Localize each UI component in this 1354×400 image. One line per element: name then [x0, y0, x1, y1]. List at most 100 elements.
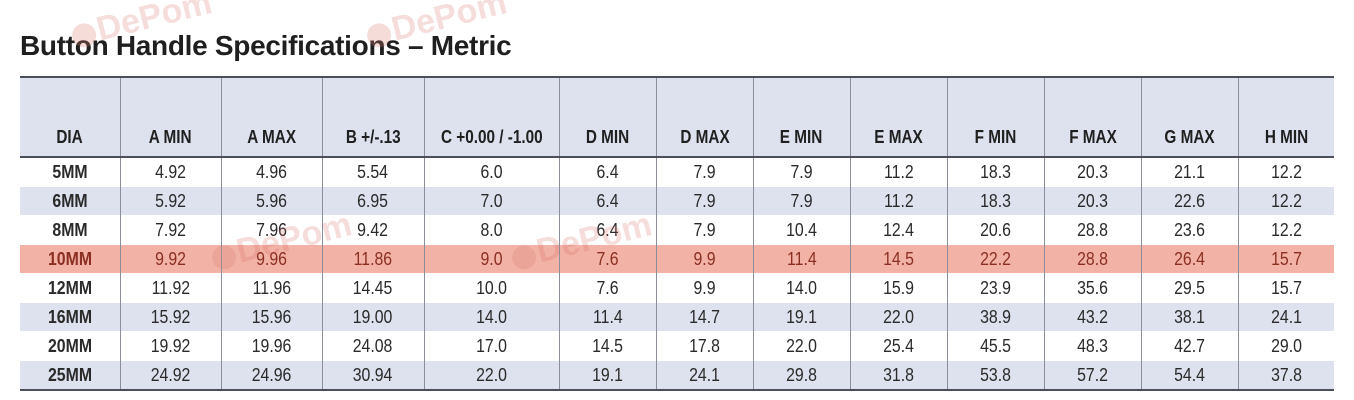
table-cell: 22.6 — [1140, 186, 1238, 216]
table-cell: 25.4 — [849, 331, 947, 361]
table-cell: 7.96 — [220, 215, 322, 245]
cell-value: 14.0 — [786, 277, 817, 298]
table-cell: 38.9 — [946, 302, 1044, 332]
cell-value: 10MM — [47, 248, 92, 269]
cell-value: 12MM — [47, 277, 92, 298]
table-cell: 19.1 — [558, 360, 656, 390]
table-row: 5MM 4.92 4.96 5.54 6.0 6.4 7.9 7.9 11.2 18.3 20.3 2… — [20, 156, 1334, 187]
cell-value: 11.86 — [353, 248, 393, 269]
cell-value: 7.92 — [155, 219, 186, 240]
cell-value: 15.96 — [251, 306, 292, 327]
column-header-label: E MAX — [874, 127, 923, 147]
cell-value: 24.08 — [353, 335, 393, 356]
table-cell: 11.2 — [849, 156, 947, 187]
diameter-cell: 5MM — [20, 156, 120, 187]
cell-value: 19.96 — [251, 335, 292, 356]
cell-value: 53.8 — [980, 364, 1011, 385]
cell-value: 20.6 — [980, 219, 1011, 240]
table-cell: 5.96 — [220, 186, 322, 216]
cell-value: 37.8 — [1270, 364, 1302, 385]
cell-value: 22.6 — [1174, 190, 1205, 211]
table-header-row: DIA A MIN A MAX B +/-.13 C +0.00 / -1.00 D MI… — [20, 77, 1334, 158]
cell-value: 24.1 — [1270, 306, 1302, 327]
table-cell: 24.1 — [655, 360, 753, 390]
column-header: F MAX — [1043, 77, 1141, 158]
cell-value: 12.2 — [1270, 190, 1302, 211]
cell-value: 18.3 — [980, 161, 1011, 182]
cell-value: 42.7 — [1174, 335, 1205, 356]
cell-value: 14.7 — [689, 306, 720, 327]
column-header-label: G MAX — [1164, 127, 1215, 147]
cell-value: 9.9 — [693, 277, 716, 298]
table-cell: 19.92 — [119, 331, 221, 361]
table-cell: 15.96 — [220, 302, 322, 332]
cell-value: 9.96 — [256, 248, 287, 269]
cell-value: 14.5 — [592, 335, 623, 356]
table-cell: 9.9 — [655, 273, 753, 303]
cell-value: 7.6 — [596, 248, 619, 269]
table-cell: 10.4 — [752, 215, 850, 245]
table-cell: 7.6 — [558, 273, 656, 303]
column-header-label: C +0.00 / -1.00 — [440, 127, 543, 147]
table-cell: 11.96 — [220, 273, 322, 303]
cell-value: 54.4 — [1174, 364, 1205, 385]
cell-value: 22.0 — [883, 306, 914, 327]
cell-value: 9.92 — [155, 248, 186, 269]
table-cell: 11.2 — [849, 186, 947, 216]
column-header: G MAX — [1140, 77, 1238, 158]
cell-value: 23.6 — [1174, 219, 1205, 240]
cell-value: 19.1 — [592, 364, 623, 385]
table-cell: 53.8 — [946, 360, 1044, 390]
cell-value: 6MM — [52, 190, 88, 211]
cell-value: 29.0 — [1270, 335, 1302, 356]
page-title: Button Handle Specifications – Metric — [20, 30, 512, 61]
table-row: 6MM 5.92 5.96 6.95 7.0 6.4 7.9 7.9 11.2 18.3 20.3 2… — [20, 186, 1334, 216]
table-cell: 24.96 — [220, 360, 322, 390]
table-cell: 18.3 — [946, 186, 1044, 216]
table-cell: 9.9 — [655, 244, 753, 274]
cell-value: 25.4 — [883, 335, 914, 356]
cell-value: 7.9 — [790, 190, 813, 211]
cell-value: 12.2 — [1270, 161, 1302, 182]
cell-value: 6.95 — [357, 190, 389, 211]
table-cell: 4.92 — [119, 156, 221, 187]
column-header-label: A MIN — [149, 127, 192, 147]
table-cell: 15.9 — [849, 273, 947, 303]
table-cell: 24.1 — [1237, 302, 1334, 332]
table-row: 8MM 7.92 7.96 9.42 8.0 6.4 7.9 10.4 12.4 20.6 28.8… — [20, 215, 1334, 245]
column-header-label: D MAX — [679, 127, 730, 147]
table-cell: 29.5 — [1140, 273, 1238, 303]
table-cell: 5.92 — [119, 186, 221, 216]
column-header-label: A MAX — [247, 127, 296, 147]
cell-value: 29.8 — [786, 364, 817, 385]
cell-value: 17.0 — [476, 335, 507, 356]
table-cell: 14.7 — [655, 302, 753, 332]
diameter-cell: 16MM — [20, 302, 120, 332]
cell-value: 7.9 — [693, 219, 716, 240]
cell-value: 7.9 — [693, 161, 716, 182]
table-cell: 9.0 — [423, 244, 559, 274]
table-cell: 37.8 — [1237, 360, 1334, 390]
table-cell: 6.0 — [423, 156, 559, 187]
column-header-label: B +/-.13 — [345, 127, 401, 147]
cell-value: 17.8 — [689, 335, 720, 356]
table-cell: 15.7 — [1237, 244, 1334, 274]
cell-value: 7.96 — [256, 219, 287, 240]
table-cell: 14.45 — [321, 273, 424, 303]
cell-value: 5MM — [52, 161, 88, 182]
table-cell: 11.4 — [752, 244, 850, 274]
table-body: 5MM 4.92 4.96 5.54 6.0 6.4 7.9 7.9 11.2 18.3 20.3 2… — [20, 156, 1334, 390]
table-cell: 29.8 — [752, 360, 850, 390]
table-cell: 19.1 — [752, 302, 850, 332]
table-cell: 26.4 — [1140, 244, 1238, 274]
column-header: A MAX — [220, 77, 322, 158]
column-header-label: DIA — [56, 127, 83, 147]
cell-value: 24.92 — [150, 364, 191, 385]
cell-value: 12.4 — [883, 219, 914, 240]
column-header: D MIN — [558, 77, 656, 158]
cell-value: 6.4 — [596, 161, 619, 182]
table-cell: 17.0 — [423, 331, 559, 361]
table-cell: 28.8 — [1043, 244, 1141, 274]
column-header-label: F MIN — [974, 127, 1017, 147]
cell-value: 6.4 — [596, 190, 619, 211]
